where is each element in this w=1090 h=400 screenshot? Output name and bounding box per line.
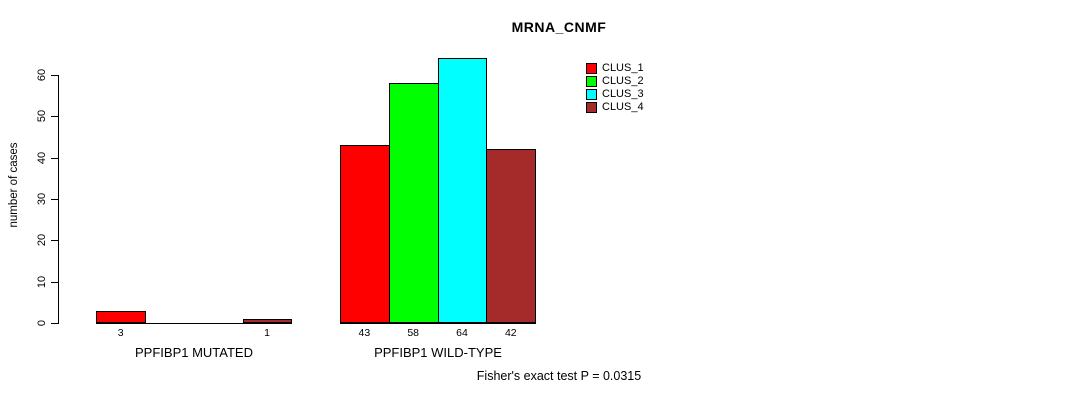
bar-clus_1-group1 bbox=[96, 311, 147, 323]
y-tick-label: 0 bbox=[36, 319, 48, 327]
y-tick bbox=[51, 75, 58, 76]
bar-value-label: 43 bbox=[358, 327, 371, 339]
group-baseline bbox=[96, 323, 293, 324]
y-tick bbox=[51, 240, 58, 242]
bar-value-label: 64 bbox=[456, 327, 468, 339]
y-tick bbox=[51, 323, 58, 324]
legend-item-clus_2: CLUS_2 bbox=[586, 75, 644, 88]
legend-swatch-clus_3 bbox=[586, 89, 597, 100]
legend-item-clus_4: CLUS_4 bbox=[586, 101, 644, 114]
y-tick-label: 50 bbox=[36, 110, 48, 123]
y-tick bbox=[51, 157, 58, 159]
bar-value-label: 42 bbox=[504, 327, 517, 339]
y-tick-label: 30 bbox=[36, 192, 48, 206]
fisher-test-annotation: Fisher's exact test P = 0.0315 bbox=[476, 369, 642, 383]
y-tick-label: 20 bbox=[36, 234, 48, 247]
bar-clus_4-group2 bbox=[486, 149, 537, 323]
legend-label: CLUS_4 bbox=[602, 101, 644, 113]
legend-item-clus_3: CLUS_3 bbox=[586, 88, 644, 101]
bar-clus_1-group2 bbox=[340, 145, 390, 323]
y-tick bbox=[51, 199, 58, 200]
bar-value-label: 58 bbox=[407, 327, 420, 339]
legend: CLUS_1 CLUS_2 CLUS_3 CLUS_4 bbox=[586, 62, 644, 114]
bar-value-label: 1 bbox=[264, 327, 271, 339]
y-axis-line bbox=[58, 75, 59, 324]
legend-swatch-clus_4 bbox=[586, 102, 597, 113]
y-tick-label: 60 bbox=[36, 68, 48, 82]
y-tick-label: 10 bbox=[36, 275, 48, 288]
bar-clus_2-group2 bbox=[388, 83, 439, 323]
y-tick-label: 40 bbox=[36, 151, 48, 164]
legend-swatch-clus_1 bbox=[586, 63, 597, 74]
bar-value-label: 3 bbox=[117, 327, 124, 339]
group-baseline bbox=[340, 323, 537, 324]
x-group-label-mutated: PPFIBP1 MUTATED bbox=[135, 345, 253, 360]
legend-label: CLUS_1 bbox=[602, 62, 644, 74]
legend-item-clus_1: CLUS_1 bbox=[586, 62, 644, 75]
legend-swatch-clus_2 bbox=[586, 76, 597, 87]
chart-title: MRNA_CNMF bbox=[511, 19, 607, 35]
legend-label: CLUS_3 bbox=[602, 88, 644, 100]
x-group-label-wildtype: PPFIBP1 WILD-TYPE bbox=[374, 345, 502, 360]
y-tick bbox=[51, 281, 58, 283]
legend-label: CLUS_2 bbox=[602, 75, 644, 87]
y-tick bbox=[51, 116, 58, 118]
bar-clus_3-group2 bbox=[437, 58, 488, 323]
bar-clus_4-group1 bbox=[242, 319, 293, 323]
y-axis-label: number of cases bbox=[8, 142, 20, 228]
